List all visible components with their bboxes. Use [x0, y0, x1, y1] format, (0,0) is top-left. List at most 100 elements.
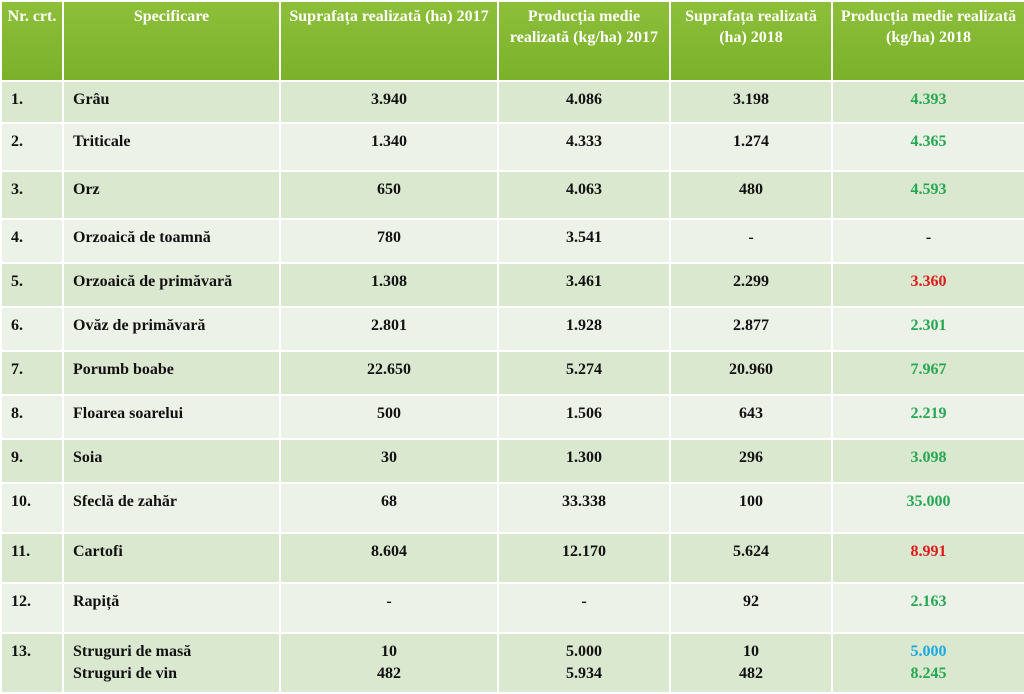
cell-nr: 13.: [0, 632, 64, 694]
cell-s2017: 1.308: [279, 262, 499, 308]
cell-s2018-line2: 482: [739, 665, 763, 682]
cell-s2017: 1.340: [279, 122, 499, 172]
header-productie-2017: Producția medie realizată (kg/ha) 2017: [497, 0, 671, 82]
cell-p2017: 4.333: [497, 122, 671, 172]
cell-p2018: 2.301: [831, 306, 1024, 352]
cell-s2017-line1: 10: [381, 643, 397, 660]
cell-p2017: 12.170: [497, 532, 671, 584]
cell-nr: 11.: [0, 532, 64, 584]
table-row: 12. Rapiță - - 92 2.163: [0, 582, 1024, 634]
cell-spec: Soia: [62, 438, 281, 484]
cell-p2018: -: [831, 218, 1024, 264]
cell-spec: Orzoaică de primăvară: [62, 262, 281, 308]
table-row: 5. Orzoaică de primăvară 1.308 3.461 2.2…: [0, 262, 1024, 308]
cell-p2017: 5.274: [497, 350, 671, 396]
cell-s2018: 10 482: [669, 632, 833, 694]
cell-spec: Struguri de masă Struguri de vin: [62, 632, 281, 694]
cell-p2017: 33.338: [497, 482, 671, 534]
cell-nr: 4.: [0, 218, 64, 264]
cell-s2017: 500: [279, 394, 499, 440]
cell-p2017: 1.300: [497, 438, 671, 484]
cell-p2017: 5.000 5.934: [497, 632, 671, 694]
cell-s2017: 8.604: [279, 532, 499, 584]
cell-s2017: 30: [279, 438, 499, 484]
cell-s2018: 3.198: [669, 80, 833, 124]
cell-nr: 6.: [0, 306, 64, 352]
cell-nr: 7.: [0, 350, 64, 396]
cell-spec: Ovăz de primăvară: [62, 306, 281, 352]
cell-s2017: 22.650: [279, 350, 499, 396]
cell-p2017: -: [497, 582, 671, 634]
cell-spec: Triticale: [62, 122, 281, 172]
cell-s2017-line2: 482: [377, 665, 401, 682]
cell-spec: Orzoaică de toamnă: [62, 218, 281, 264]
table-row: 13. Struguri de masă Struguri de vin 10 …: [0, 632, 1024, 694]
header-nr: Nr. crt.: [0, 0, 64, 82]
table-row: 11. Cartofi 8.604 12.170 5.624 8.991: [0, 532, 1024, 584]
cell-s2018: 2.877: [669, 306, 833, 352]
cell-nr: 5.: [0, 262, 64, 308]
cell-p2017: 3.461: [497, 262, 671, 308]
table-row: 6. Ovăz de primăvară 2.801 1.928 2.877 2…: [0, 306, 1024, 352]
cell-nr: 9.: [0, 438, 64, 484]
cell-s2018: 1.274: [669, 122, 833, 172]
cell-s2018: 20.960: [669, 350, 833, 396]
cell-s2018: -: [669, 218, 833, 264]
cell-s2017: 650: [279, 170, 499, 220]
cell-s2018: 5.624: [669, 532, 833, 584]
cell-spec: Rapiță: [62, 582, 281, 634]
cell-s2018: 92: [669, 582, 833, 634]
table-row: 2. Triticale 1.340 4.333 1.274 4.365: [0, 122, 1024, 172]
cell-p2018: 35.000: [831, 482, 1024, 534]
header-specificare: Specificare: [62, 0, 281, 82]
header-productie-2018: Producția medie realizată (kg/ha) 2018: [831, 0, 1024, 82]
cell-p2018: 4.393: [831, 80, 1024, 124]
cell-nr: 1.: [0, 80, 64, 124]
cell-s2017: 10 482: [279, 632, 499, 694]
cell-s2017: 68: [279, 482, 499, 534]
cell-s2018: 296: [669, 438, 833, 484]
cell-nr: 8.: [0, 394, 64, 440]
cell-spec: Sfeclă de zahăr: [62, 482, 281, 534]
cell-spec-line2: Struguri de vin: [73, 665, 178, 682]
table-row: 4. Orzoaică de toamnă 780 3.541 - -: [0, 218, 1024, 264]
cell-s2018-line1: 10: [743, 643, 759, 660]
cell-p2018-line2: 8.245: [910, 665, 947, 682]
cell-p2017: 4.063: [497, 170, 671, 220]
cell-p2018: 3.360: [831, 262, 1024, 308]
cell-p2018: 3.098: [831, 438, 1024, 484]
header-row: Nr. crt. Specificare Suprafața realizată…: [0, 0, 1024, 82]
cell-p2018: 5.000 8.245: [831, 632, 1024, 694]
cell-s2017: -: [279, 582, 499, 634]
cell-s2017: 3.940: [279, 80, 499, 124]
cell-p2018: 4.593: [831, 170, 1024, 220]
cell-p2017: 1.928: [497, 306, 671, 352]
cell-p2018: 8.991: [831, 532, 1024, 584]
cell-s2017: 780: [279, 218, 499, 264]
table-row: 3. Orz 650 4.063 480 4.593: [0, 170, 1024, 220]
table-row: 1. Grâu 3.940 4.086 3.198 4.393: [0, 80, 1024, 124]
cell-nr: 3.: [0, 170, 64, 220]
table-row: 7. Porumb boabe 22.650 5.274 20.960 7.96…: [0, 350, 1024, 396]
cell-nr: 10.: [0, 482, 64, 534]
cell-p2018: 2.219: [831, 394, 1024, 440]
header-suprafata-2018: Suprafața realizată (ha) 2018: [669, 0, 833, 82]
table-row: 10. Sfeclă de zahăr 68 33.338 100 35.000: [0, 482, 1024, 534]
cell-p2018: 2.163: [831, 582, 1024, 634]
cell-p2018-line1: 5.000: [910, 643, 947, 660]
cell-p2017: 4.086: [497, 80, 671, 124]
cell-spec: Floarea soarelui: [62, 394, 281, 440]
header-suprafata-2017: Suprafața realizată (ha) 2017: [279, 0, 499, 82]
cell-p2018: 4.365: [831, 122, 1024, 172]
table-row: 8. Floarea soarelui 500 1.506 643 2.219: [0, 394, 1024, 440]
cell-p2017-line2: 5.934: [566, 665, 602, 682]
cell-p2017-line1: 5.000: [566, 643, 602, 660]
cell-s2018: 2.299: [669, 262, 833, 308]
cell-spec: Cartofi: [62, 532, 281, 584]
cell-spec: Orz: [62, 170, 281, 220]
cell-s2018: 643: [669, 394, 833, 440]
cell-p2017: 3.541: [497, 218, 671, 264]
cell-spec: Porumb boabe: [62, 350, 281, 396]
cell-s2018: 480: [669, 170, 833, 220]
